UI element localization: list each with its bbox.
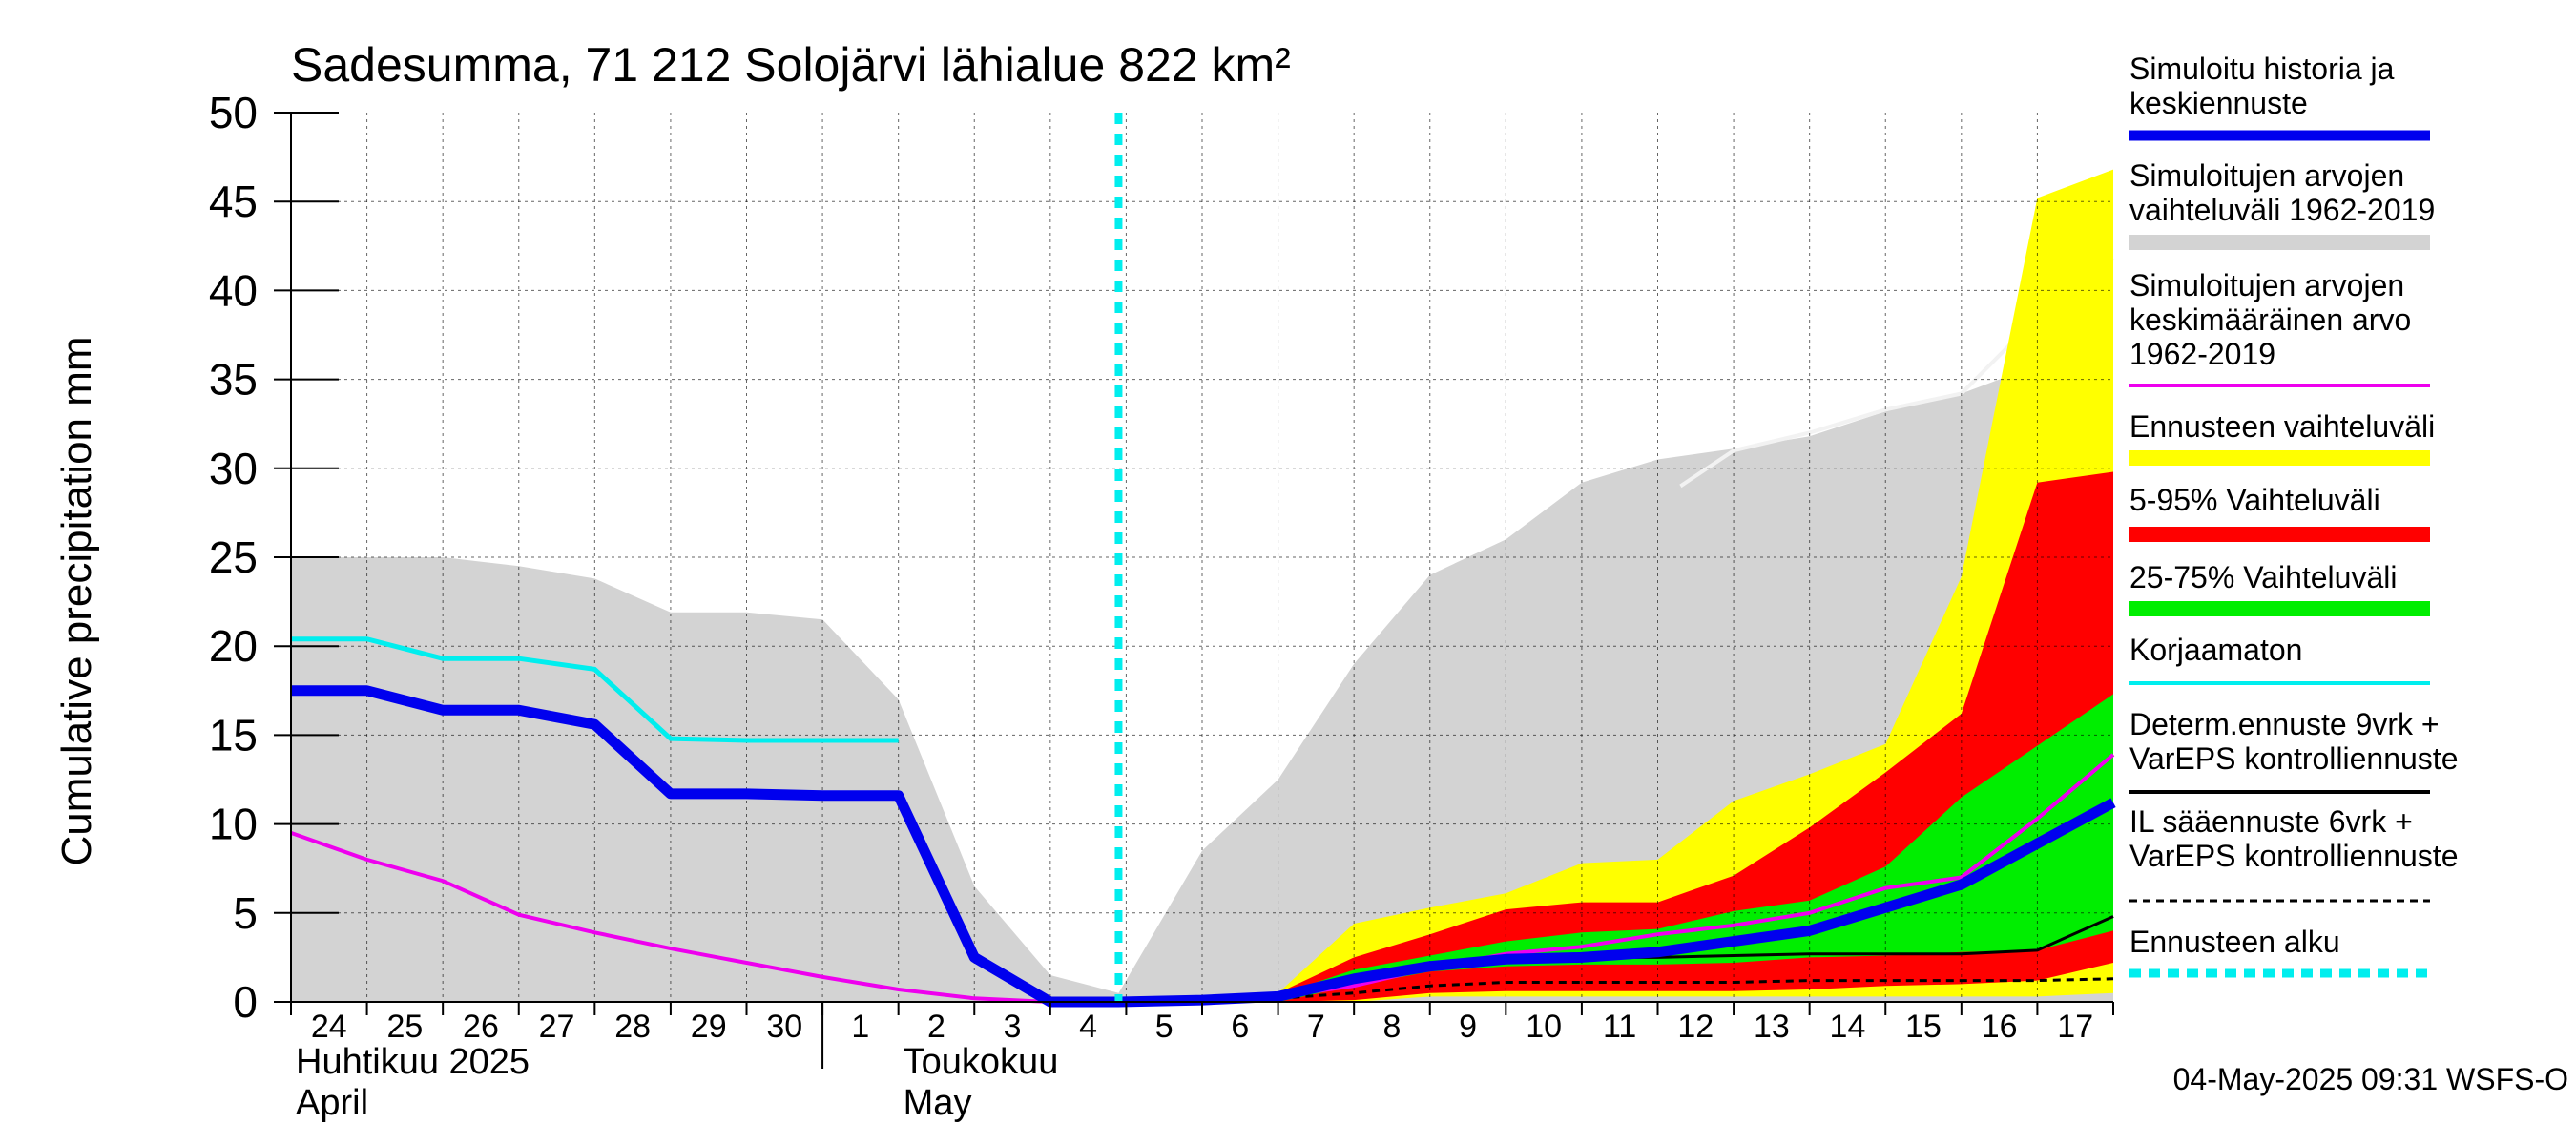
legend-label: keskiennuste (2129, 86, 2308, 120)
y-tick-label: 30 (209, 444, 258, 493)
x-tick-label: 8 (1382, 1009, 1401, 1045)
x-tick-label: 17 (2057, 1009, 2093, 1045)
line-il-forecast (1118, 977, 2114, 1004)
y-tick-label: 15 (209, 710, 258, 760)
x-tick-label: 25 (386, 1009, 423, 1045)
x-tick-label: 9 (1459, 1009, 1477, 1045)
legend-swatch (2129, 601, 2430, 616)
legend: Simuloitu historia jakeskiennusteSimuloi… (2129, 52, 2458, 978)
x-tick-label: 12 (1677, 1009, 1714, 1045)
x-tick-label: 11 (1603, 1009, 1636, 1045)
plot-area (290, 113, 2116, 1008)
month-label: Toukokuu (904, 1042, 1059, 1082)
y-tick-label: 20 (209, 621, 258, 671)
y-axis-label: Cumulative precipitation mm (53, 336, 100, 865)
band-5-95 (1118, 471, 2113, 1002)
x-tick-label: 1 (851, 1009, 869, 1045)
x-tick-label: 14 (1830, 1009, 1866, 1045)
y-tick-label: 0 (233, 977, 258, 1027)
y-tick-label: 5 (233, 888, 258, 938)
legend-label: VarEPS kontrolliennuste (2129, 741, 2458, 776)
x-tick-label: 2 (927, 1009, 945, 1045)
legend-label: Korjaamaton (2129, 633, 2302, 667)
legend-item: IL sääennuste 6vrk + VarEPS kontrollienn… (2129, 804, 2458, 903)
legend-label: vaihteluväli 1962-2019 (2129, 193, 2435, 227)
x-tick-label: 4 (1079, 1009, 1097, 1045)
y-tick-label: 25 (209, 532, 258, 582)
x-tick-label: 13 (1754, 1009, 1790, 1045)
x-tick-label: 6 (1231, 1009, 1249, 1045)
legend-item: Korjaamaton (2129, 633, 2430, 685)
y-tick-label: 35 (209, 355, 258, 405)
chart-title: Sadesumma, 71 212 Solojärvi lähialue 822… (291, 38, 1291, 92)
x-tick-label: 29 (691, 1009, 727, 1045)
legend-label: Determ.ennuste 9vrk + (2129, 707, 2440, 741)
y-tick-label: 10 (209, 800, 258, 849)
legend-item: Ennusteen vaihteluväli (2129, 409, 2435, 466)
legend-label: Simuloitujen arvojen (2129, 268, 2404, 302)
x-tick-label: 15 (1905, 1009, 1942, 1045)
x-tick-label: 16 (1982, 1009, 2018, 1045)
legend-label: Simuloitu historia ja (2129, 52, 2395, 86)
legend-swatch (2129, 235, 2430, 250)
legend-item: Ennusteen alku (2129, 925, 2430, 978)
legend-label: VarEPS kontrolliennuste (2129, 839, 2458, 873)
legend-item: 5-95% Vaihteluväli (2129, 483, 2430, 542)
legend-item: Determ.ennuste 9vrk +VarEPS kontrollienn… (2129, 707, 2458, 794)
y-tick-label: 45 (209, 177, 258, 226)
legend-label: 5-95% Vaihteluväli (2129, 483, 2380, 517)
x-tick-label: 10 (1526, 1009, 1562, 1045)
y-tick-label: 50 (209, 88, 258, 137)
x-tick-label: 27 (539, 1009, 575, 1045)
legend-swatch (2129, 527, 2430, 542)
legend-label: Ennusteen alku (2129, 925, 2340, 959)
x-tick-label: 24 (311, 1009, 347, 1045)
x-tick-label: 26 (463, 1009, 499, 1045)
month-label-en: May (904, 1083, 972, 1123)
line-simulated-history (291, 685, 2116, 1008)
legend-swatch (2129, 450, 2430, 466)
legend-label: keskimääräinen arvo (2129, 302, 2411, 337)
x-tick-label: 3 (1004, 1009, 1022, 1045)
month-label: Huhtikuu 2025 (296, 1042, 530, 1082)
x-tick-label: 30 (766, 1009, 802, 1045)
legend-label: Simuloitujen arvojen (2129, 158, 2404, 193)
legend-label: Ennusteen vaihteluväli (2129, 409, 2435, 444)
line-uncorrected (291, 636, 899, 743)
x-tick-label: 7 (1307, 1009, 1325, 1045)
month-label-en: April (296, 1083, 368, 1123)
legend-label: 25-75% Vaihteluväli (2129, 560, 2397, 594)
legend-item: 25-75% Vaihteluväli (2129, 560, 2430, 616)
x-tick-label: 28 (614, 1009, 651, 1045)
band-25-75 (1118, 694, 2113, 1002)
timestamp: 04-May-2025 09:31 WSFS-O (2173, 1062, 2568, 1096)
x-tick-label: 5 (1155, 1009, 1174, 1045)
legend-label: IL sääennuste 6vrk + (2129, 804, 2413, 839)
legend-label: 1962-2019 (2129, 337, 2275, 371)
y-tick-label: 40 (209, 265, 258, 315)
